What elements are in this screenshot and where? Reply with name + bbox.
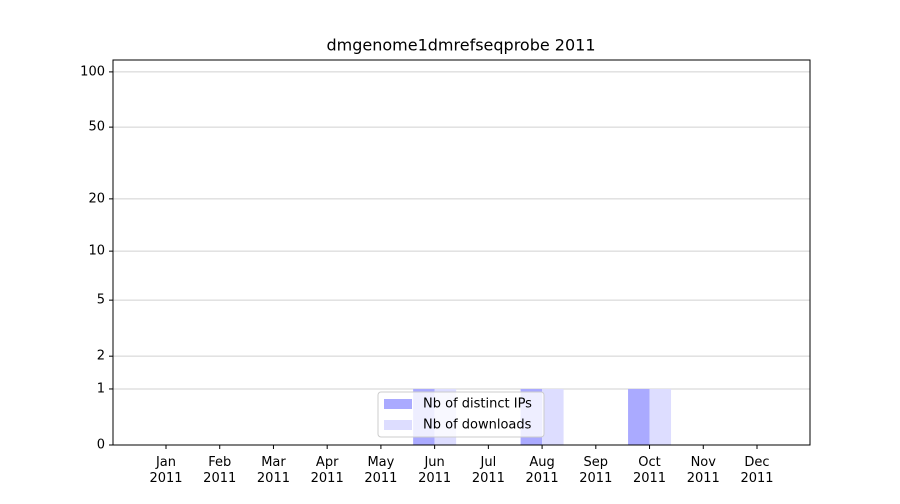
bar: [542, 388, 564, 445]
y-tick-label: 1: [97, 381, 105, 396]
legend: Nb of distinct IPs Nb of downloads: [377, 391, 545, 438]
y-tick-label: 100: [80, 64, 105, 79]
x-tick-label: Apr 2011: [311, 455, 344, 486]
x-tick-label: Feb 2011: [203, 455, 236, 486]
x-tick-label: Sep 2011: [579, 455, 612, 486]
bar: [628, 388, 650, 445]
legend-label: Nb of downloads: [423, 418, 532, 433]
x-tick-label: Dec 2011: [740, 455, 773, 486]
y-tick-label: 50: [88, 120, 105, 135]
y-tick-label: 10: [88, 244, 105, 259]
chart-title: dmgenome1dmrefseqprobe 2011: [326, 36, 595, 55]
y-tick-label: 5: [97, 293, 105, 308]
x-tick-label: Jul 2011: [472, 455, 505, 486]
x-tick-label: Aug 2011: [526, 455, 559, 486]
x-tick-label: Mar 2011: [257, 455, 290, 486]
bar: [649, 388, 672, 445]
x-tick-label: May 2011: [364, 455, 397, 486]
x-tick-label: Nov 2011: [687, 455, 720, 486]
x-tick-label: Jun 2011: [418, 455, 451, 486]
y-tick-label: 0: [97, 438, 105, 453]
legend-swatch: [384, 420, 412, 430]
plot-frame: [112, 59, 811, 446]
x-tick-label: Oct 2011: [633, 455, 666, 486]
y-tick-label: 2: [97, 349, 105, 364]
legend-label: Nb of distinct IPs: [423, 397, 532, 412]
legend-swatch: [384, 399, 412, 409]
y-tick-label: 20: [88, 191, 105, 206]
x-tick-label: Jan 2011: [149, 455, 182, 486]
legend-box: [377, 391, 545, 438]
